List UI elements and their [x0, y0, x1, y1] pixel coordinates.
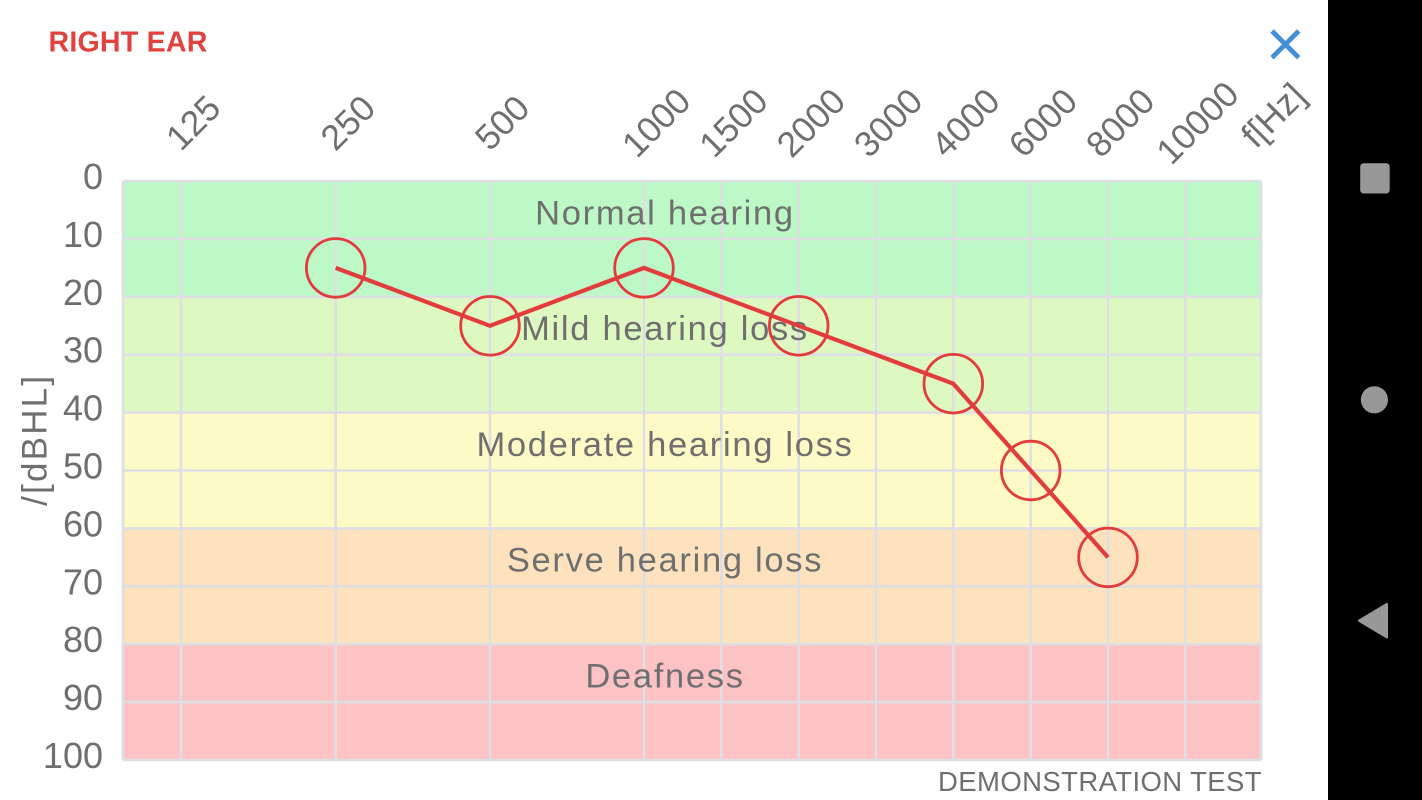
svg-text:RIGHT EAR: RIGHT EAR	[49, 26, 208, 58]
svg-text:0: 0	[83, 156, 103, 197]
svg-text:/[dBHL]: /[dBHL]	[15, 374, 54, 506]
svg-text:Moderate hearing loss: Moderate hearing loss	[476, 426, 853, 464]
svg-text:60: 60	[63, 503, 103, 544]
svg-text:f[Hz]: f[Hz]	[1233, 75, 1313, 155]
svg-text:1500: 1500	[692, 81, 776, 165]
svg-text:40: 40	[63, 388, 103, 429]
svg-text:Normal hearing: Normal hearing	[535, 194, 795, 232]
svg-text:Deafness: Deafness	[585, 658, 744, 696]
svg-text:8000: 8000	[1078, 81, 1162, 165]
svg-text:30: 30	[63, 330, 103, 371]
svg-text:50: 50	[63, 446, 103, 487]
svg-text:3000: 3000	[846, 81, 930, 165]
svg-text:10000: 10000	[1149, 74, 1247, 172]
svg-text:80: 80	[63, 619, 103, 660]
svg-text:10: 10	[63, 214, 103, 255]
svg-text:1000: 1000	[614, 81, 698, 165]
svg-text:4000: 4000	[924, 81, 1008, 165]
svg-text:100: 100	[43, 735, 103, 776]
svg-text:500: 500	[467, 88, 537, 158]
svg-text:125: 125	[158, 88, 228, 158]
svg-text:6000: 6000	[1001, 81, 1085, 165]
svg-text:2000: 2000	[769, 81, 853, 165]
svg-text:20: 20	[63, 272, 103, 313]
svg-text:Serve hearing loss: Serve hearing loss	[507, 542, 823, 580]
svg-text:Mild hearing loss: Mild hearing loss	[521, 310, 809, 348]
svg-text:70: 70	[63, 561, 103, 602]
svg-text:DEMONSTRATION TEST: DEMONSTRATION TEST	[938, 766, 1262, 797]
svg-text:90: 90	[63, 677, 103, 718]
svg-text:250: 250	[313, 88, 383, 158]
